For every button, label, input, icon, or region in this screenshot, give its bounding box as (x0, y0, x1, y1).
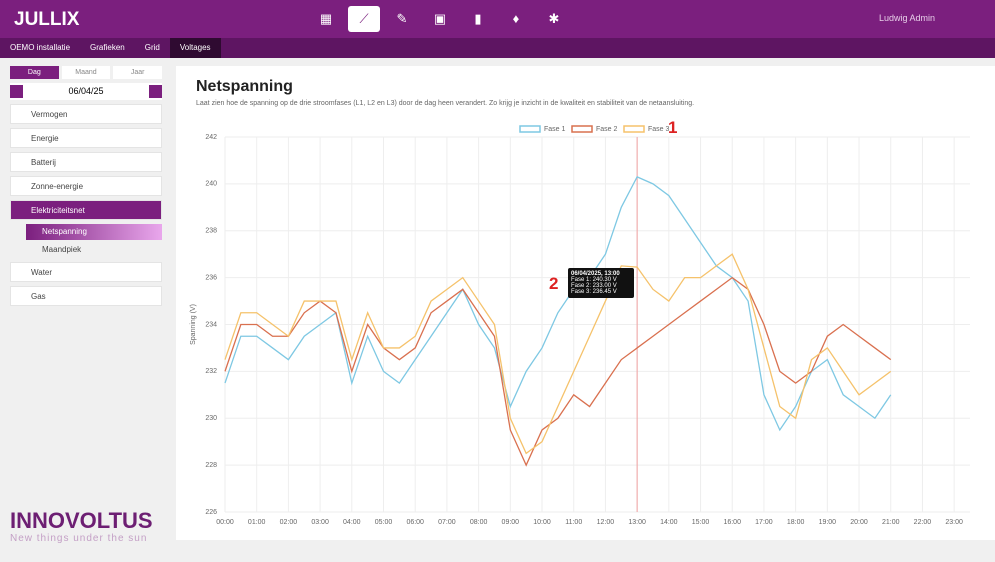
nav-charts[interactable]: ⟋ (348, 6, 380, 32)
x-tick-label: 16:00 (723, 519, 741, 526)
brand[interactable]: JULLIX (14, 9, 80, 30)
x-tick-label: 07:00 (438, 519, 456, 526)
x-tick-label: 01:00 (248, 519, 266, 526)
x-tick-label: 05:00 (375, 519, 393, 526)
x-tick-label: 20:00 (850, 519, 868, 526)
main-panel (176, 66, 995, 540)
submenu-item[interactable]: Maandpiek (42, 245, 82, 254)
tooltip: 06/04/2025, 13:00 Fase 1: 240.30 V Fase 2:… (568, 268, 634, 298)
x-tick-label: 02:00 (280, 519, 298, 526)
annotation: 1 (668, 118, 678, 137)
x-tick-label: 06:00 (406, 519, 424, 526)
y-tick-label: 234 (205, 321, 217, 328)
x-tick-label: 04:00 (343, 519, 361, 526)
y-tick-label: 232 (205, 368, 217, 375)
x-tick-label: 03:00 (311, 519, 329, 526)
x-tick-label: 08:00 (470, 519, 488, 526)
legend-swatch (519, 125, 541, 133)
nav-brain[interactable]: ✎ (396, 11, 408, 26)
menu-item[interactable]: Elektriciteitsnet (10, 200, 162, 220)
x-tick-label: 23:00 (945, 519, 963, 526)
tabs: Dag Maand Jaar (10, 66, 163, 79)
x-tick-label: 14:00 (660, 519, 678, 526)
y-tick-label: 228 (205, 462, 217, 469)
legend-label: Fase 2 (596, 126, 618, 133)
x-tick-label: 00:00 (216, 519, 234, 526)
nav-battery[interactable]: ▮ (474, 11, 482, 26)
x-tick-label: 11:00 (565, 519, 582, 526)
menu-item[interactable]: Gas (10, 286, 162, 306)
menu-item[interactable]: Batterij (10, 152, 162, 172)
tooltip-line: Fase 1: 240.30 V (571, 277, 617, 283)
line-series (224, 176, 892, 432)
y-axis-label: Spanning (V) (190, 304, 197, 345)
nav-plug[interactable]: ♦ (512, 11, 520, 26)
nav-dashboard[interactable]: ▦ (319, 11, 333, 26)
legend-swatch (623, 125, 645, 133)
menu-item[interactable]: Zonne-energie (10, 176, 162, 196)
logo: INNOVOLTUS (10, 508, 153, 533)
user[interactable]: Ludwig Admin (878, 13, 935, 23)
tooltip-line: Fase 3: 236.45 V (571, 289, 617, 295)
tab[interactable]: Jaar (113, 66, 163, 79)
x-tick-label: 19:00 (819, 519, 837, 526)
y-tick-label: 226 (205, 509, 217, 516)
tooltip-line: Fase 2: 233.00 V (571, 283, 617, 289)
y-tick-label: 238 (205, 228, 217, 235)
tooltip-title: 06/04/2025, 13:00 (571, 271, 620, 277)
crumb[interactable]: Grid (144, 43, 160, 52)
legend-label: Fase 3 (648, 126, 670, 133)
y-tick-label: 240 (205, 181, 217, 188)
x-tick-label: 12:00 (597, 519, 615, 526)
chart: 226 228 230 232 234 236 238 240 242 00:00 01:00 02:… (190, 125, 970, 526)
line-series (224, 276, 892, 467)
nav-settings[interactable]: ✱ (548, 11, 560, 26)
top-bar: JULLIX ▦ ⟋ ✎ ▣ ▮ ♦ ✱ Ludwig Admin (0, 0, 995, 38)
tab[interactable]: Dag (10, 66, 59, 79)
breadcrumb: OEMO installatie Grafieken Grid Voltages (0, 38, 995, 58)
menu-item[interactable]: Water (10, 262, 162, 282)
line-series (224, 253, 892, 455)
x-tick-label: 18:00 (787, 519, 805, 526)
slogan: New things under the sun (10, 533, 148, 544)
legend-swatch (571, 125, 593, 133)
legend-label: Fase 1 (544, 126, 566, 133)
tab[interactable]: Maand (61, 66, 111, 79)
y-tick-label: 236 (205, 274, 217, 281)
page-title: Netspanning (196, 78, 293, 95)
x-tick-label: 09:00 (502, 519, 520, 526)
menu-item[interactable]: Vermogen (10, 104, 162, 124)
nav-money[interactable]: ▣ (433, 11, 447, 26)
crumb[interactable]: OEMO installatie (10, 43, 71, 52)
menu: Vermogen Energie Batterij Zonne-energie Elek… (0, 104, 172, 306)
nav: ▦ ⟋ ✎ ▣ ▮ ♦ ✱ (310, 6, 570, 32)
x-tick-label: 13:00 (628, 519, 646, 526)
sidebar: Dag Maand Jaar 06/04/25 Vermogen Energie Bat… (0, 62, 172, 544)
x-tick-label: 17:00 (755, 519, 773, 526)
x-tick-label: 15:00 (692, 519, 710, 526)
x-tick-label: 21:00 (882, 519, 900, 526)
submenu-item[interactable]: Netspanning (26, 224, 162, 240)
y-tick-label: 230 (205, 415, 217, 422)
y-tick-label: 242 (205, 134, 217, 141)
annotation: 2 (549, 274, 559, 293)
crumb[interactable]: Grafieken (90, 43, 125, 52)
x-tick-label: 22:00 (914, 519, 932, 526)
page-subtitle: Laat zien hoe de spanning op de drie str… (196, 100, 695, 107)
crumb[interactable]: Voltages (169, 38, 221, 58)
date[interactable]: 06/04/25 (10, 83, 162, 100)
menu-item[interactable]: Energie (10, 128, 162, 148)
x-tick-label: 10:00 (533, 519, 551, 526)
